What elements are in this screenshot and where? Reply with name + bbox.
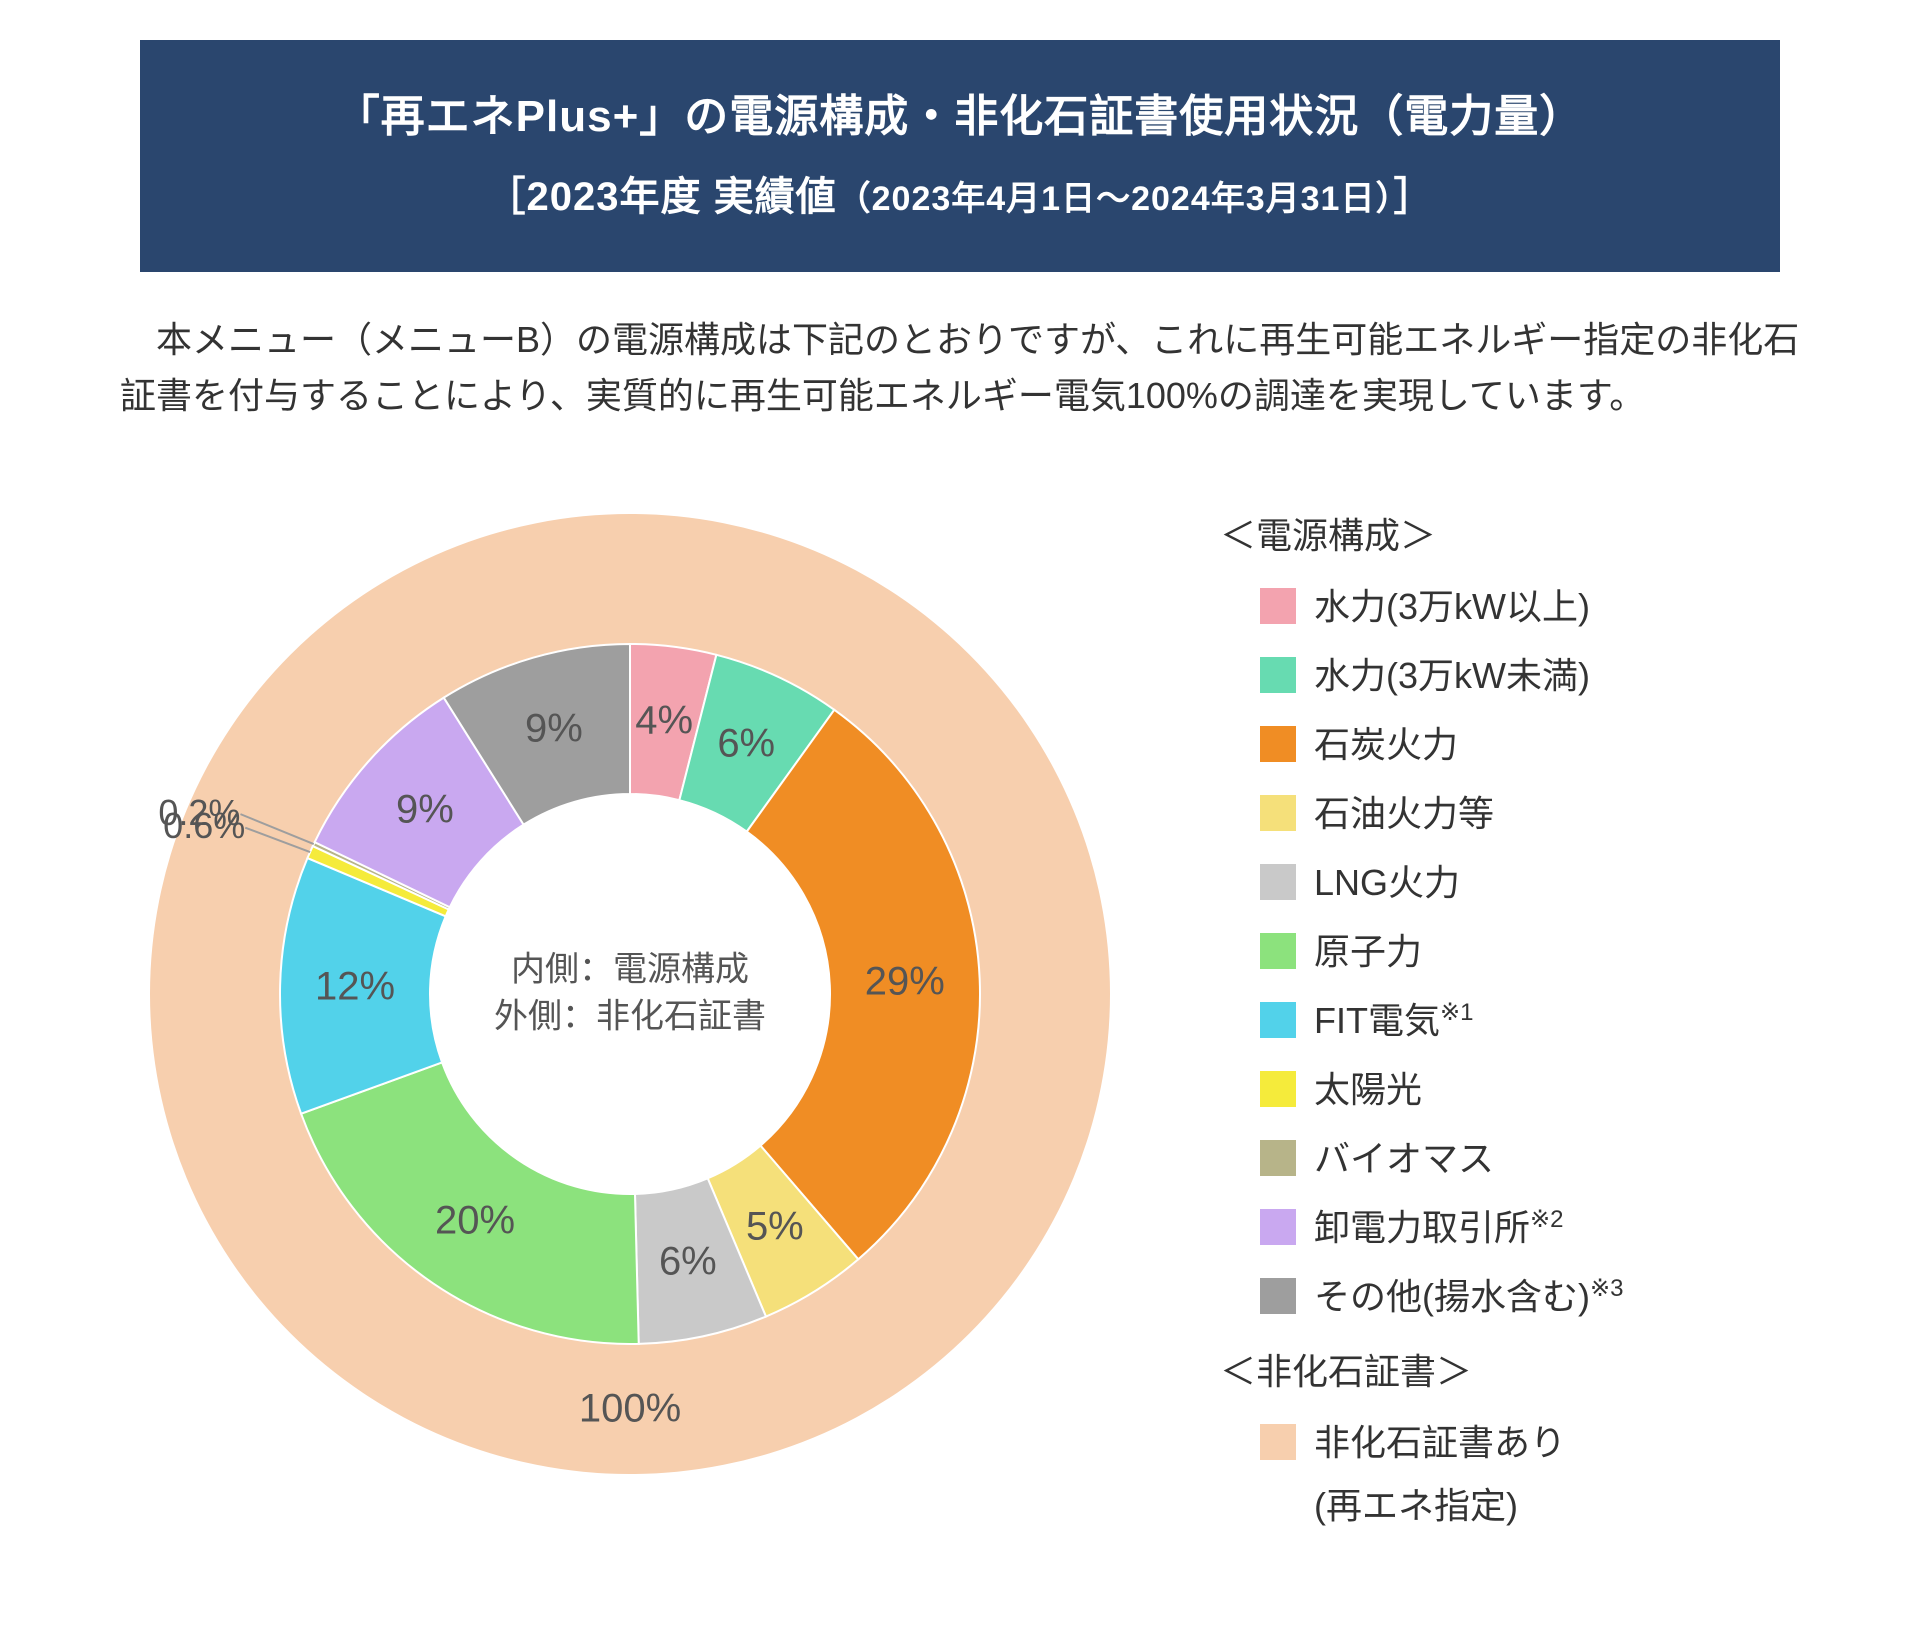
legend-items: 水力(3万kW以上)水力(3万kW未満)石炭火力石油火力等LNG火力原子力FIT… [1220, 575, 1623, 1328]
legend-heading-composition: ＜電源構成＞ [1220, 504, 1623, 567]
legend-swatch [1260, 795, 1296, 831]
legend-label: その他(揚水含む)※3 [1314, 1265, 1623, 1328]
legend-item: 太陽光 [1260, 1058, 1623, 1121]
legend-item: 水力(3万kW以上) [1260, 575, 1623, 638]
legend-items-certificate: 非化石証書あり(再エネ指定) [1220, 1411, 1623, 1537]
legend-heading-certificate: ＜非化石証書＞ [1220, 1340, 1623, 1403]
title-line2-close: ］ [1393, 175, 1434, 219]
legend-item: FIT電気※1 [1260, 989, 1623, 1052]
legend: ＜電源構成＞ 水力(3万kW以上)水力(3万kW未満)石炭火力石油火力等LNG火… [1220, 464, 1623, 1537]
legend-item: 卸電力取引所※2 [1260, 1196, 1623, 1259]
legend-swatch [1260, 588, 1296, 624]
callout-label: 0.2% [120, 792, 240, 834]
slice-label: 20% [435, 1198, 515, 1243]
slice-label: 6% [717, 722, 775, 767]
legend-swatch [1260, 726, 1296, 762]
legend-swatch [1260, 933, 1296, 969]
legend-swatch [1260, 657, 1296, 693]
slice-label: 9% [525, 707, 583, 752]
legend-swatch [1260, 864, 1296, 900]
legend-label: 石炭火力 [1314, 713, 1458, 776]
slice-label: 5% [746, 1205, 804, 1250]
donut-chart: 内側：電源構成外側：非化石証書4%6%29%5%6%20%12%9%9%0.6%… [80, 464, 1180, 1524]
legend-swatch [1260, 1002, 1296, 1038]
legend-item: LNG火力 [1260, 851, 1623, 914]
legend-label: 水力(3万kW以上) [1314, 575, 1590, 638]
slice-label: 12% [315, 964, 395, 1009]
legend-swatch [1260, 1071, 1296, 1107]
legend-label: 卸電力取引所※2 [1314, 1196, 1563, 1259]
legend-item: 石油火力等 [1260, 782, 1623, 845]
chart-center-label: 内側：電源構成外側：非化石証書 [494, 946, 766, 1041]
content-row: 内側：電源構成外側：非化石証書4%6%29%5%6%20%12%9%9%0.6%… [80, 464, 1840, 1537]
title-box: 「再エネPlus+」の電源構成・非化石証書使用状況（電力量） ［2023年度 実… [140, 40, 1780, 272]
legend-label: 原子力 [1314, 920, 1422, 983]
legend-label: 水力(3万kW未満) [1314, 644, 1590, 707]
page: 「再エネPlus+」の電源構成・非化石証書使用状況（電力量） ［2023年度 実… [0, 0, 1920, 1629]
legend-item: バイオマス [1260, 1127, 1623, 1190]
outer-ring-label: 100% [579, 1386, 681, 1431]
legend-swatch [1260, 1424, 1296, 1460]
slice-label: 9% [396, 788, 454, 833]
title-line2-sub: （2023年4月1日～2024年3月31日） [837, 180, 1394, 218]
title-line2-main: ［2023年度 実績値 [486, 175, 837, 219]
description-text: 本メニュー（メニューB）の電源構成は下記のとおりですが、これに再生可能エネルギー… [120, 312, 1800, 424]
legend-label: LNG火力 [1314, 851, 1460, 914]
legend-item: その他(揚水含む)※3 [1260, 1265, 1623, 1328]
title-line1: 「再エネPlus+」の電源構成・非化石証書使用状況（電力量） [160, 80, 1760, 144]
legend-label: 石油火力等 [1314, 782, 1494, 845]
legend-item: 水力(3万kW未満) [1260, 644, 1623, 707]
slice-label: 6% [659, 1240, 717, 1285]
slice-label: 29% [865, 959, 945, 1004]
legend-label: FIT電気※1 [1314, 989, 1473, 1052]
legend-swatch [1260, 1140, 1296, 1176]
legend-swatch [1260, 1278, 1296, 1314]
legend-label: 太陽光 [1314, 1058, 1422, 1121]
legend-label-sub: (再エネ指定) [1314, 1474, 1623, 1537]
legend-label: バイオマス [1314, 1127, 1494, 1190]
legend-swatch [1260, 1209, 1296, 1245]
slice-label: 4% [635, 698, 693, 743]
legend-label: 非化石証書あり [1314, 1411, 1566, 1474]
legend-item: 原子力 [1260, 920, 1623, 983]
legend-item: 石炭火力 [1260, 713, 1623, 776]
legend-item: 非化石証書あり [1260, 1411, 1623, 1474]
title-line2: ［2023年度 実績値（2023年4月1日～2024年3月31日）］ [160, 164, 1760, 222]
